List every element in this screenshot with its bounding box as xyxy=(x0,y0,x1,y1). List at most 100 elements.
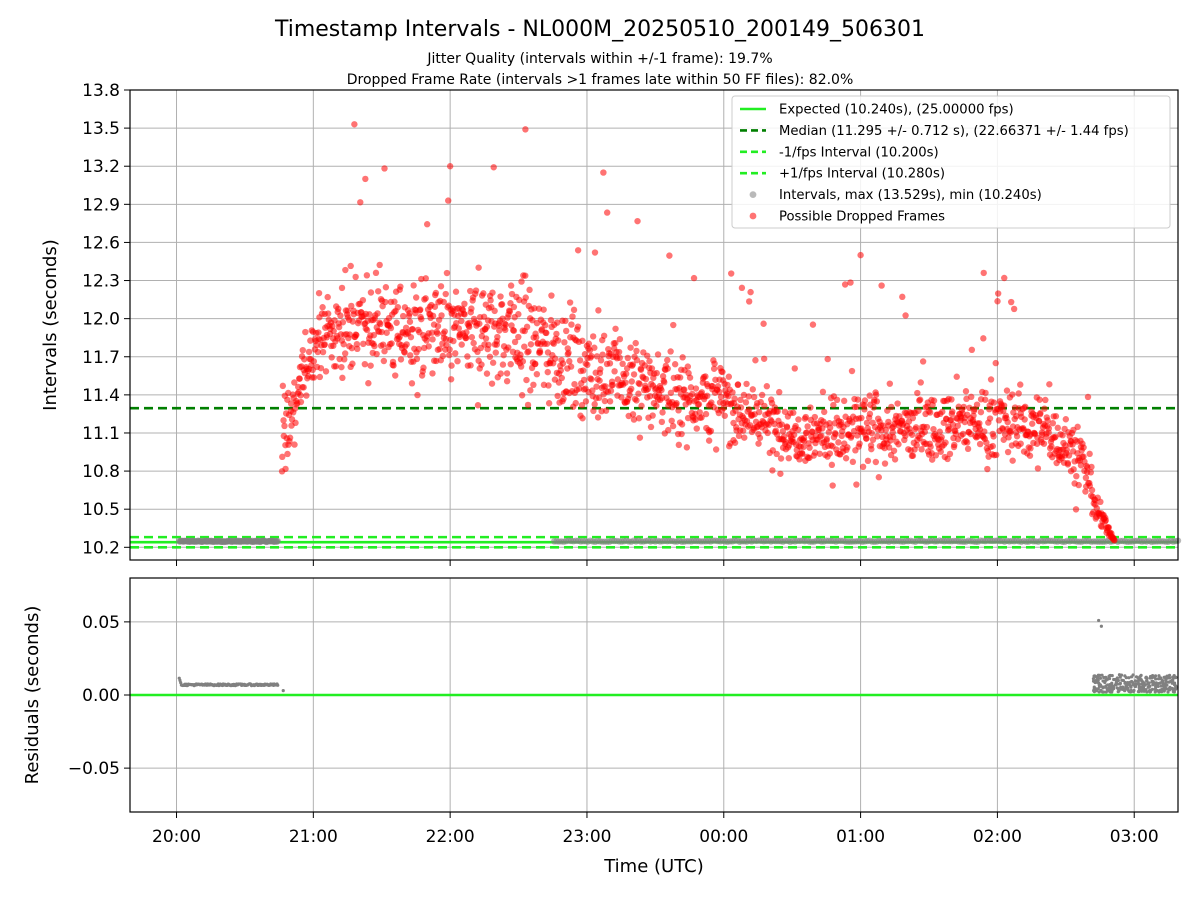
dropped-frame-point-17 xyxy=(286,434,294,441)
dropped-frame-point-794 xyxy=(667,389,675,397)
dropped-frame-point-1165 xyxy=(849,458,857,466)
residual-point-291 xyxy=(1104,685,1108,689)
dropped-frame-point-575 xyxy=(560,395,567,403)
residual-point-436 xyxy=(1126,688,1130,692)
dropped-frame-point-585 xyxy=(565,349,572,356)
dropped-frame-point-1215 xyxy=(874,433,881,440)
dropped-frame-point-1436 xyxy=(982,389,989,397)
dropped-frame-point-802 xyxy=(671,361,679,368)
dropped-frame-point-308 xyxy=(429,336,436,343)
dropped-frame-point-646 xyxy=(595,307,602,314)
dropped-frame-point-1706 xyxy=(1001,274,1008,282)
residual-point-387 xyxy=(1118,675,1122,679)
dropped-frame-point-911 xyxy=(725,392,732,400)
dropped-frame-point-1286 xyxy=(908,431,916,438)
dropped-frame-point-1481 xyxy=(1004,418,1011,426)
dropped-frame-point-193 xyxy=(373,350,380,358)
dropped-frame-point-201 xyxy=(377,320,384,328)
dropped-frame-point-1224 xyxy=(878,282,885,289)
dropped-frame-point-1010 xyxy=(773,450,780,458)
interval-point-139 xyxy=(274,537,281,545)
dropped-frame-point-143 xyxy=(348,344,356,352)
dropped-frame-point-1431 xyxy=(980,335,987,342)
dropped-frame-point-1457 xyxy=(992,359,999,367)
dropped-frame-point-154 xyxy=(354,345,361,353)
dropped-frame-point-956 xyxy=(747,288,754,296)
dropped-frame-point-821 xyxy=(681,386,688,393)
dropped-frame-point-1135 xyxy=(835,439,842,446)
dropped-frame-point-322 xyxy=(436,345,443,353)
dropped-frame-point-1482 xyxy=(1004,448,1012,456)
dropped-frame-point-1390 xyxy=(959,430,967,438)
dropped-frame-point-498 xyxy=(522,294,529,301)
dropped-frame-point-294 xyxy=(422,275,429,282)
dropped-frame-point-507 xyxy=(527,387,534,394)
dropped-frame-point-727 xyxy=(635,390,642,397)
legend-label-0: Expected (10.240s), (25.00000 fps) xyxy=(779,103,1014,118)
bottom-points xyxy=(177,618,1179,694)
dropped-frame-point-355 xyxy=(452,288,460,295)
dropped-frame-point-865 xyxy=(702,410,710,418)
dropped-frame-point-377 xyxy=(463,329,470,336)
dropped-frame-point-853 xyxy=(696,409,703,416)
dropped-frame-point-795 xyxy=(668,417,675,424)
dropped-frame-point-1570 xyxy=(1048,443,1055,450)
dropped-frame-point-638 xyxy=(591,401,598,408)
dropped-frame-point-816 xyxy=(678,430,685,438)
dropped-frame-point-407 xyxy=(478,361,485,368)
dropped-frame-point-989 xyxy=(763,383,771,390)
x-tick-label-6: 02:00 xyxy=(973,827,1022,847)
dropped-frame-point-590 xyxy=(567,363,575,370)
chart-title: Timestamp Intervals - NL000M_20250510_20… xyxy=(274,17,925,42)
dropped-frame-point-1366 xyxy=(948,396,955,403)
dropped-frame-point-734 xyxy=(638,402,645,410)
residual-point-381 xyxy=(1162,675,1166,679)
dropped-frame-point-1130 xyxy=(832,431,839,438)
dropped-frame-point-1273 xyxy=(902,312,909,319)
dropped-frame-point-1344 xyxy=(937,448,944,455)
dropped-frame-point-1256 xyxy=(894,400,901,407)
dropped-frame-point-1046 xyxy=(791,365,798,372)
top-y-tick-label-5: 11.7 xyxy=(82,348,120,368)
residual-point-375 xyxy=(1158,681,1162,685)
dropped-frame-point-1556 xyxy=(1041,405,1048,412)
dropped-frame-point-391 xyxy=(470,339,477,347)
dropped-frame-point-314 xyxy=(432,289,440,297)
dropped-frame-point-608 xyxy=(576,357,584,364)
dropped-frame-point-396 xyxy=(472,287,480,294)
dropped-frame-point-1056 xyxy=(796,456,803,463)
dropped-frame-point-366 xyxy=(458,317,465,325)
dropped-frame-point-345 xyxy=(447,376,455,383)
dropped-frame-point-1408 xyxy=(968,346,976,354)
dropped-frame-point-94 xyxy=(324,293,331,301)
dropped-frame-point-36 xyxy=(296,375,303,382)
dropped-frame-point-1707 xyxy=(980,269,987,277)
dropped-frame-point-28 xyxy=(292,419,299,427)
residual-point-440 xyxy=(281,689,285,693)
x-axis-label: Time (UTC) xyxy=(603,856,704,877)
dropped-frame-point-1296 xyxy=(914,389,921,397)
dropped-frame-point-118 xyxy=(336,355,343,363)
dropped-frame-point-84 xyxy=(319,348,327,356)
dropped-frame-point-317 xyxy=(434,330,441,337)
dropped-frame-point-661 xyxy=(602,407,610,414)
dropped-frame-point-224 xyxy=(388,340,395,347)
dropped-frame-point-400 xyxy=(474,402,482,409)
dropped-frame-point-1064 xyxy=(800,443,807,451)
dropped-frame-point-1701 xyxy=(522,126,529,133)
dropped-frame-point-2 xyxy=(279,382,287,390)
dropped-frame-point-459 xyxy=(503,370,511,377)
dropped-frame-point-367 xyxy=(458,341,465,348)
dropped-frame-point-1124 xyxy=(829,482,836,489)
dropped-frame-point-1054 xyxy=(795,416,802,423)
dropped-frame-point-1494 xyxy=(1010,305,1018,313)
dropped-frame-point-600 xyxy=(572,399,579,407)
residual-point-410 xyxy=(1144,676,1148,680)
dropped-frame-point-648 xyxy=(596,377,603,384)
dropped-frame-point-753 xyxy=(647,423,655,431)
dropped-frame-point-725 xyxy=(633,356,641,364)
residual-point-438 xyxy=(1145,679,1149,683)
dropped-frame-point-452 xyxy=(500,351,507,359)
dropped-frame-point-1423 xyxy=(976,420,983,427)
dropped-frame-point-1400 xyxy=(964,445,972,453)
